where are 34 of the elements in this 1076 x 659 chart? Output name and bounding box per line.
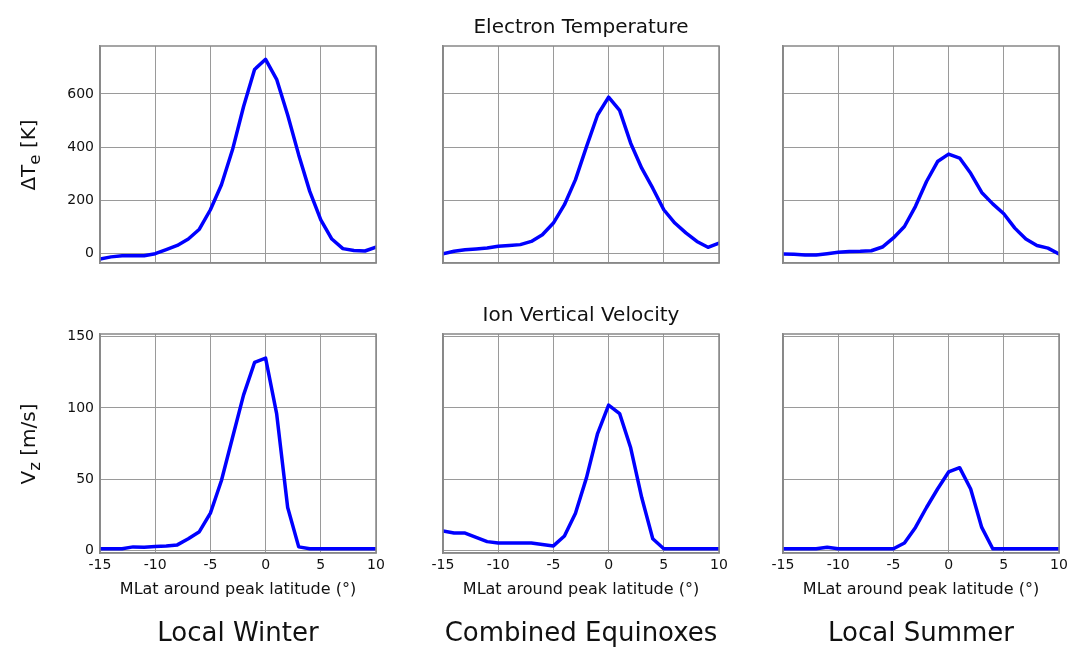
x-axis-title: MLat around peak latitude (°) — [462, 579, 700, 598]
x-tick-label: -5 — [546, 556, 561, 573]
x-axis-title: MLat around peak latitude (°) — [802, 579, 1040, 598]
x-axis-title: MLat around peak latitude (°) — [119, 579, 357, 598]
x-tick-label: -15 — [431, 556, 455, 573]
y-tick-label: 150 — [67, 327, 94, 344]
x-tick-label: 10 — [710, 556, 728, 573]
x-tick-label: -10 — [486, 556, 510, 573]
x-tick-label: 0 — [261, 556, 271, 573]
text: Local Summer — [828, 617, 1014, 647]
y-tick-label: 400 — [67, 137, 94, 154]
x-tick-label: -15 — [771, 556, 795, 573]
y-tick-label: 200 — [67, 191, 94, 208]
text: Combined Equinoxes — [444, 617, 718, 647]
x-tick-label: 0 — [944, 556, 954, 573]
y-tick-label: 50 — [76, 469, 94, 486]
x-tick-label: 10 — [367, 556, 385, 573]
x-tick-label: 5 — [316, 556, 326, 573]
x-tick-label: -15 — [88, 556, 112, 573]
y-tick-label: 100 — [67, 398, 94, 415]
x-tick-label: -10 — [826, 556, 850, 573]
y-tick-label: 0 — [85, 244, 94, 261]
y-tick-label: 0 — [85, 540, 94, 557]
x-tick-label: 10 — [1050, 556, 1068, 573]
x-tick-label: 5 — [999, 556, 1009, 573]
chart-title: Ion Vertical Velocity — [482, 302, 680, 326]
text: Local Winter — [157, 617, 319, 647]
x-tick-label: -10 — [143, 556, 167, 573]
x-tick-label: 0 — [604, 556, 614, 573]
x-tick-label: -5 — [886, 556, 901, 573]
y-tick-label: 600 — [67, 84, 94, 101]
x-tick-label: 5 — [659, 556, 669, 573]
chart-title: Electron Temperature — [473, 14, 689, 38]
x-tick-label: -5 — [203, 556, 218, 573]
